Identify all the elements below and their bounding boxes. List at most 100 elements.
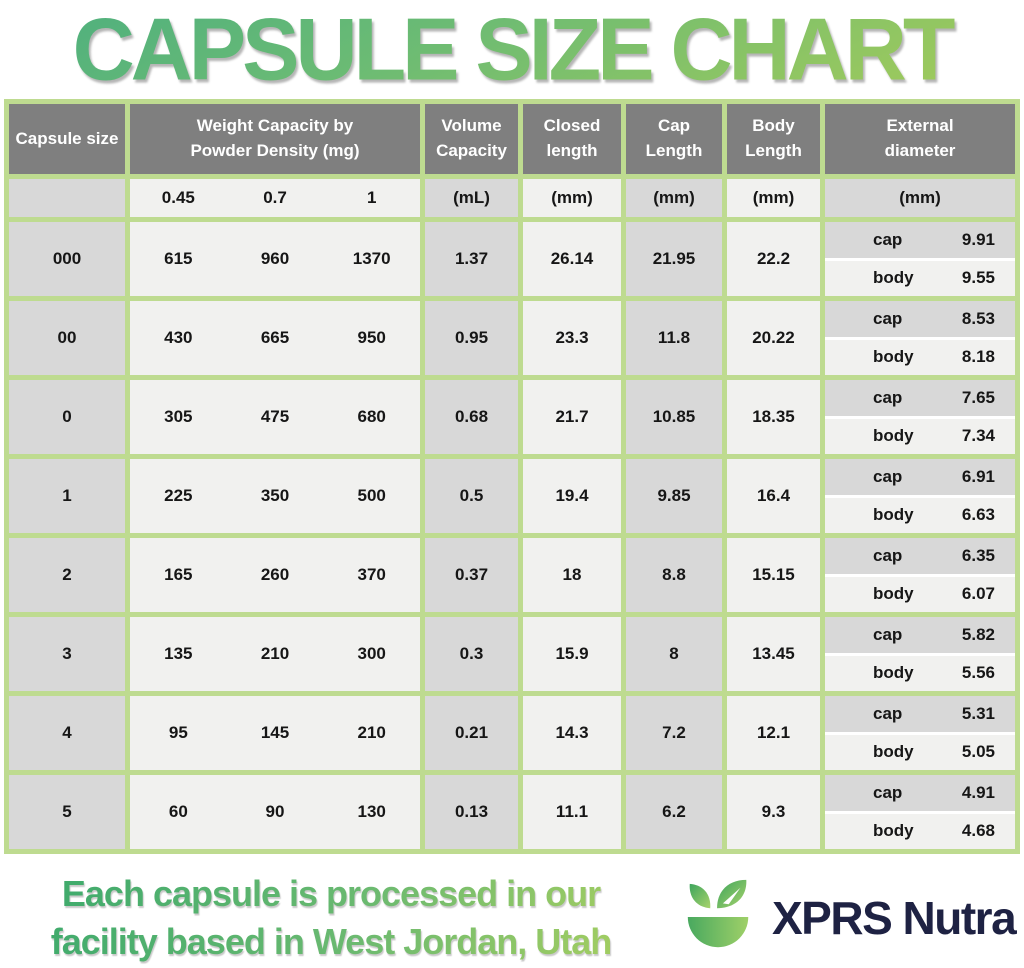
cell-closed-length: 15.9 (523, 617, 621, 691)
cell-weights: 615 960 1370 (130, 222, 420, 296)
header-row: Capsule size Weight Capacity by Powder D… (9, 104, 1015, 174)
mortar-leaves-icon (680, 876, 758, 961)
external-cap-row: cap 6.91 (825, 459, 1015, 498)
cell-capsule-size: 4 (9, 696, 125, 770)
cell-cap-length: 21.95 (626, 222, 722, 296)
table-row: 00 430 665 950 0.95 23.3 11.8 20.22 cap … (9, 301, 1015, 375)
unit-capsule-size-blank (9, 179, 125, 217)
external-body-row: body 7.34 (825, 418, 1015, 454)
cell-volume: 0.3 (425, 617, 518, 691)
table-row: 4 95 145 210 0.21 14.3 7.2 12.1 cap 5.31 (9, 696, 1015, 770)
col-header-closed-length: Closed length (523, 104, 621, 174)
unit-volume: (mL) (425, 179, 518, 217)
unit-external: (mm) (825, 179, 1015, 217)
unit-closed: (mm) (523, 179, 621, 217)
table-row: 2 165 260 370 0.37 18 8.8 15.15 cap 6.35 (9, 538, 1015, 612)
footer: Each capsule is processed in our facilit… (0, 870, 1024, 966)
col-header-external-diameter: External diameter (825, 104, 1015, 174)
external-body-row: body 4.68 (825, 813, 1015, 849)
cell-volume: 1.37 (425, 222, 518, 296)
cell-cap-length: 8 (626, 617, 722, 691)
col-header-body-length: Body Length (727, 104, 820, 174)
cell-volume: 0.5 (425, 459, 518, 533)
cell-body-length: 13.45 (727, 617, 820, 691)
cell-closed-length: 14.3 (523, 696, 621, 770)
cell-external-diameter: cap 9.91 body 9.55 (825, 222, 1015, 296)
unit-row: 0.45 0.7 1 (mL) (mm) (mm) (mm) (mm) (9, 179, 1015, 217)
cell-body-length: 9.3 (727, 775, 820, 849)
cell-capsule-size: 00 (9, 301, 125, 375)
cell-capsule-size: 5 (9, 775, 125, 849)
cell-weights: 305 475 680 (130, 380, 420, 454)
cell-capsule-size: 0 (9, 380, 125, 454)
external-body-row: body 6.07 (825, 576, 1015, 612)
brand-logo: XPRS Nutra (680, 876, 1017, 961)
footer-tagline: Each capsule is processed in our facilit… (0, 870, 662, 966)
cell-external-diameter: cap 4.91 body 4.68 (825, 775, 1015, 849)
capsule-size-table: Capsule size Weight Capacity by Powder D… (4, 99, 1020, 854)
cell-body-length: 20.22 (727, 301, 820, 375)
cell-body-length: 15.15 (727, 538, 820, 612)
brand-name: XPRS Nutra (772, 892, 1017, 944)
cell-closed-length: 11.1 (523, 775, 621, 849)
unit-body: (mm) (727, 179, 820, 217)
cell-weights: 135 210 300 (130, 617, 420, 691)
cell-capsule-size: 000 (9, 222, 125, 296)
cell-capsule-size: 1 (9, 459, 125, 533)
cell-external-diameter: cap 6.35 body 6.07 (825, 538, 1015, 612)
cell-capsule-size: 2 (9, 538, 125, 612)
table-row: 3 135 210 300 0.3 15.9 8 13.45 cap 5.82 (9, 617, 1015, 691)
cell-external-diameter: cap 5.31 body 5.05 (825, 696, 1015, 770)
external-body-row: body 8.18 (825, 339, 1015, 375)
cell-capsule-size: 3 (9, 617, 125, 691)
external-cap-row: cap 9.91 (825, 222, 1015, 261)
table-row: 000 615 960 1370 1.37 26.14 21.95 22.2 c… (9, 222, 1015, 296)
cell-cap-length: 7.2 (626, 696, 722, 770)
external-cap-row: cap 5.31 (825, 696, 1015, 735)
table-row: 5 60 90 130 0.13 11.1 6.2 9.3 cap 4.91 (9, 775, 1015, 849)
cell-external-diameter: cap 5.82 body 5.56 (825, 617, 1015, 691)
cell-body-length: 22.2 (727, 222, 820, 296)
cell-closed-length: 19.4 (523, 459, 621, 533)
cell-volume: 0.37 (425, 538, 518, 612)
col-header-volume-capacity: Volume Capacity (425, 104, 518, 174)
external-cap-row: cap 5.82 (825, 617, 1015, 656)
cell-weights: 60 90 130 (130, 775, 420, 849)
external-cap-row: cap 4.91 (825, 775, 1015, 814)
cell-closed-length: 23.3 (523, 301, 621, 375)
col-header-cap-length: Cap Length (626, 104, 722, 174)
cell-closed-length: 18 (523, 538, 621, 612)
cell-external-diameter: cap 6.91 body 6.63 (825, 459, 1015, 533)
external-cap-row: cap 7.65 (825, 380, 1015, 419)
external-body-row: body 5.56 (825, 655, 1015, 691)
col-header-capsule-size: Capsule size (9, 104, 125, 174)
table-row: 0 305 475 680 0.68 21.7 10.85 18.35 cap … (9, 380, 1015, 454)
cell-external-diameter: cap 8.53 body 8.18 (825, 301, 1015, 375)
external-cap-row: cap 8.53 (825, 301, 1015, 340)
cell-cap-length: 10.85 (626, 380, 722, 454)
cell-weights: 430 665 950 (130, 301, 420, 375)
cell-volume: 0.95 (425, 301, 518, 375)
cell-weights: 225 350 500 (130, 459, 420, 533)
table-body: 000 615 960 1370 1.37 26.14 21.95 22.2 c… (9, 222, 1015, 849)
cell-external-diameter: cap 7.65 body 7.34 (825, 380, 1015, 454)
cell-cap-length: 6.2 (626, 775, 722, 849)
cell-cap-length: 8.8 (626, 538, 722, 612)
cell-weights: 95 145 210 (130, 696, 420, 770)
cell-weights: 165 260 370 (130, 538, 420, 612)
external-cap-row: cap 6.35 (825, 538, 1015, 577)
external-body-row: body 6.63 (825, 497, 1015, 533)
unit-densities: 0.45 0.7 1 (130, 179, 420, 217)
cell-body-length: 12.1 (727, 696, 820, 770)
cell-body-length: 16.4 (727, 459, 820, 533)
cell-closed-length: 21.7 (523, 380, 621, 454)
cell-body-length: 18.35 (727, 380, 820, 454)
unit-cap: (mm) (626, 179, 722, 217)
external-body-row: body 9.55 (825, 260, 1015, 296)
cell-volume: 0.21 (425, 696, 518, 770)
table-row: 1 225 350 500 0.5 19.4 9.85 16.4 cap 6.9… (9, 459, 1015, 533)
cell-volume: 0.13 (425, 775, 518, 849)
col-header-weight-capacity: Weight Capacity by Powder Density (mg) (130, 104, 420, 174)
cell-closed-length: 26.14 (523, 222, 621, 296)
